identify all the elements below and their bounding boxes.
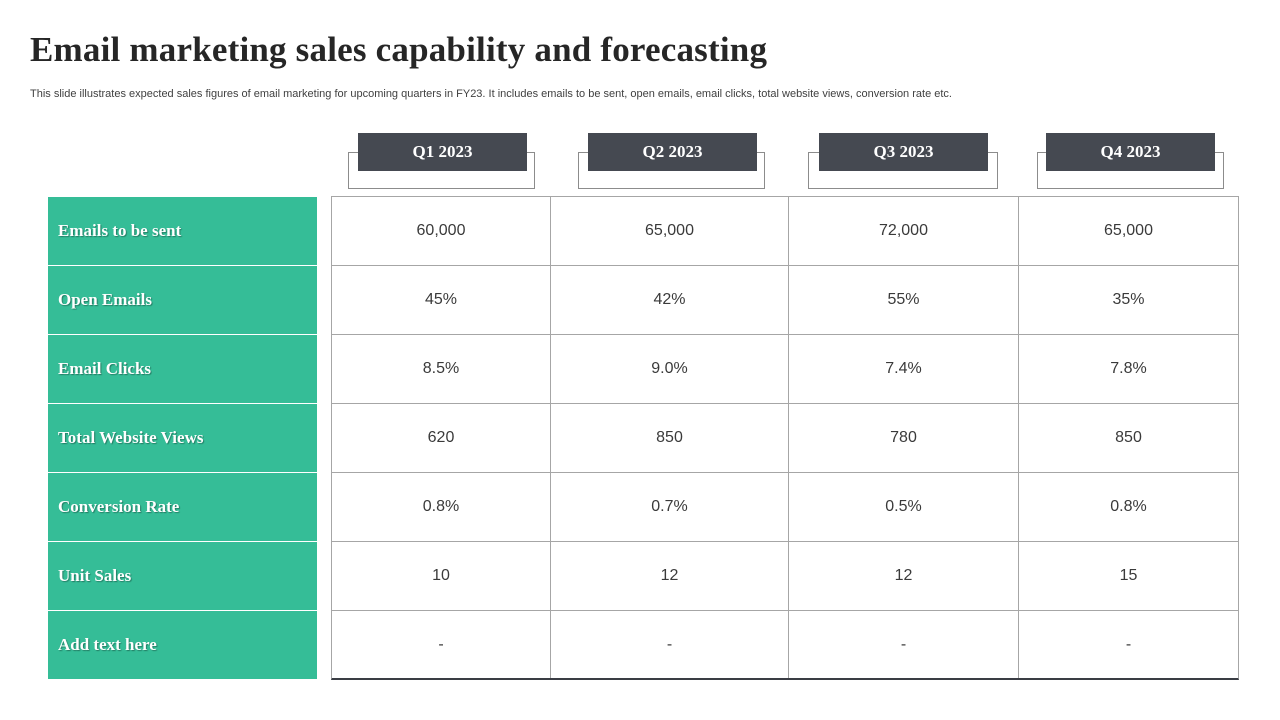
table-cell: - — [900, 636, 907, 653]
slide-subtitle: This slide illustrates expected sales fi… — [30, 88, 952, 100]
table-cell: 72,000 — [879, 222, 928, 239]
row-divider — [332, 472, 1238, 473]
table-cell: 42% — [653, 291, 686, 308]
table-cell: 55% — [887, 291, 920, 308]
table-cell: 0.8% — [422, 498, 460, 515]
table-cell: 0.5% — [885, 498, 922, 515]
table-cell: - — [438, 636, 444, 653]
table-cell: 7.8% — [1110, 360, 1147, 377]
table-cell: 0.8% — [1110, 498, 1147, 515]
table-cell: 780 — [890, 429, 917, 446]
row-label-conversion-rate: Conversion Rate — [48, 473, 317, 541]
column-divider — [1018, 197, 1019, 678]
column-header-q1: Q1 2023 — [358, 133, 527, 171]
table-cell: 850 — [1115, 429, 1142, 446]
column-header-q4: Q4 2023 — [1046, 133, 1215, 171]
table-cell: 12 — [660, 567, 679, 584]
row-divider — [332, 265, 1238, 266]
table-cell: 620 — [427, 429, 455, 446]
row-label-unit-sales: Unit Sales — [48, 542, 317, 610]
row-divider — [332, 403, 1238, 404]
table-cell: 8.5% — [422, 360, 460, 377]
table-cell: - — [666, 636, 673, 653]
column-divider — [788, 197, 789, 678]
table-cell: 45% — [424, 291, 458, 308]
row-label-open-emails: Open Emails — [48, 266, 317, 334]
row-label-add-text: Add text here — [48, 611, 317, 679]
row-divider — [332, 334, 1238, 335]
row-divider — [332, 610, 1238, 611]
table-cell: 12 — [894, 567, 913, 584]
table-cell: 15 — [1119, 567, 1138, 584]
column-header-frame — [1037, 152, 1224, 189]
table-cell: 850 — [656, 429, 683, 446]
table-cell: 7.4% — [885, 360, 922, 377]
column-header-frame — [578, 152, 765, 189]
column-header-frame — [348, 152, 535, 189]
column-header-q2: Q2 2023 — [588, 133, 757, 171]
column-header-q3: Q3 2023 — [819, 133, 988, 171]
column-header-frame — [808, 152, 998, 189]
data-table: 60,000 65,000 72,000 65,000 45% 42% 55% … — [331, 196, 1239, 680]
table-cell: 10 — [432, 567, 450, 584]
table-cell: 65,000 — [645, 222, 694, 239]
table-cell: 60,000 — [416, 222, 466, 239]
table-cell: 9.0% — [651, 360, 688, 377]
row-label-email-clicks: Email Clicks — [48, 335, 317, 403]
table-cell: 35% — [1112, 291, 1145, 308]
row-label-emails-to-be-sent: Emails to be sent — [48, 197, 317, 265]
row-divider — [332, 541, 1238, 542]
table-cell: 0.7% — [651, 498, 688, 515]
table-cell: - — [1125, 636, 1132, 653]
slide-title: Email marketing sales capability and for… — [30, 30, 768, 69]
column-divider — [550, 197, 551, 678]
row-label-total-website-views: Total Website Views — [48, 404, 317, 472]
table-cell: 65,000 — [1104, 222, 1153, 239]
